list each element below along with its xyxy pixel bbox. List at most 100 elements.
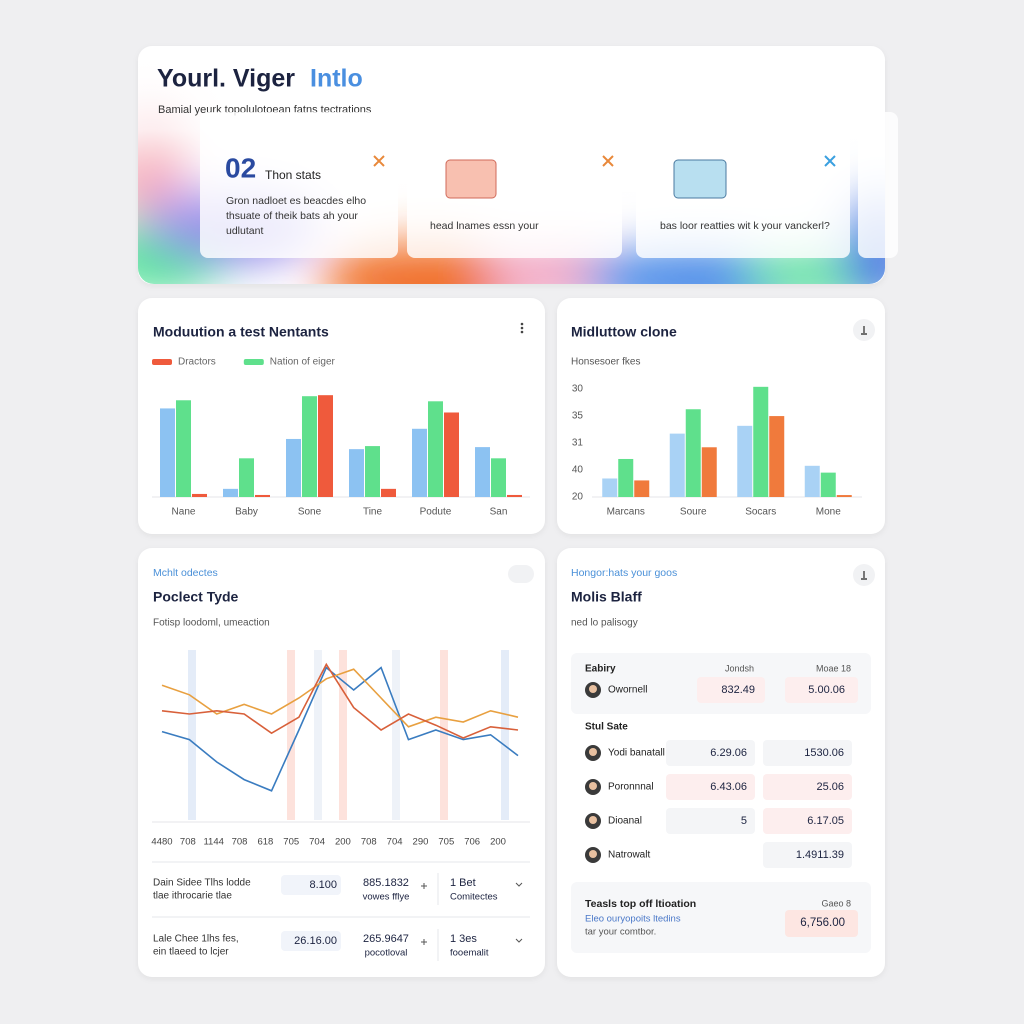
chart-title: Moduution a test Nentants [153, 324, 329, 340]
info-card [636, 112, 850, 258]
highlight-band [339, 650, 347, 820]
bar [820, 472, 836, 497]
bar [602, 478, 618, 497]
x-tick-label: Baby [235, 507, 258, 518]
chart-subtitle: Fotisp loodoml, umeaction [153, 618, 270, 629]
legend-label: Dractors [178, 357, 216, 368]
cell-value: 832.49 [721, 684, 755, 696]
bar [753, 386, 769, 497]
value-pill [666, 774, 755, 800]
value-pill [697, 677, 765, 703]
value-pill [281, 931, 341, 951]
card-text: bas loor reatties wit k your vanckerl? [660, 220, 830, 232]
x-tick-label: 708 [361, 837, 377, 848]
cell-value: 1530.06 [804, 747, 844, 759]
row-stat: pocotloval [365, 948, 408, 959]
bar [737, 425, 753, 497]
value-pill [666, 740, 755, 766]
avatar-face [589, 850, 597, 858]
legend-swatch [243, 359, 264, 365]
x-tick-label: 618 [257, 837, 273, 848]
bar [176, 400, 191, 497]
row-name: Dioanal [608, 816, 642, 827]
line-series [161, 666, 519, 792]
y-axis-label: 40 [572, 465, 584, 476]
x-tick-label: 705 [283, 837, 299, 848]
cell-value: 5 [741, 815, 747, 827]
column-header: Eabiry [585, 664, 616, 675]
row-text: Lale Chee 1lhs fes, [153, 934, 239, 945]
chart-pretitle: Mchlt odectes [153, 567, 218, 579]
bar [192, 493, 207, 497]
bar [444, 412, 459, 497]
row-name: Poronnnal [608, 782, 654, 793]
close-icon[interactable] [824, 155, 836, 167]
value-pill [763, 740, 852, 766]
bar [507, 494, 522, 497]
bar [318, 395, 333, 497]
line-series [161, 662, 519, 739]
highlight-band [188, 650, 196, 820]
legend-label: Nation of eiger [270, 357, 336, 368]
legend-swatch [152, 359, 172, 365]
card-text: head lnames essn your [430, 220, 539, 232]
close-icon[interactable] [373, 155, 385, 167]
x-tick-label: Nane [172, 507, 196, 518]
bar [491, 458, 506, 497]
x-tick-label: Socars [745, 507, 776, 518]
value-pill [785, 910, 858, 937]
row-count: fooemalit [450, 948, 489, 959]
chart-title: Poclect Tyde [153, 589, 239, 605]
bar [701, 447, 717, 497]
icon-glyph [861, 571, 867, 580]
avatar-face [589, 748, 597, 756]
chevron-icon[interactable] [515, 938, 523, 943]
x-tick-label: 200 [490, 837, 506, 848]
info-card [407, 112, 622, 258]
bar [365, 446, 380, 497]
row-text: tlae ithrocarie tlae [153, 891, 232, 902]
bar [255, 494, 270, 497]
x-tick-label: 704 [309, 837, 325, 848]
filter-button[interactable] [508, 565, 534, 583]
row-value: 8.100 [309, 879, 337, 891]
menu-icon [520, 322, 524, 326]
cell-value: 6.43.06 [710, 781, 747, 793]
card-text: Gron nadloet es beacdes elho [226, 195, 366, 207]
panel-title: Molis Blaff [571, 589, 642, 605]
bar [475, 447, 490, 497]
row-name: Natrowalt [608, 850, 650, 861]
chart-subtitle: Honsesoer fkes [571, 357, 640, 368]
info-card [858, 112, 898, 258]
footer-title: Teasls top off ltioation [585, 898, 696, 910]
value-pill [281, 875, 341, 895]
chevron-icon[interactable] [515, 882, 523, 887]
close-icon[interactable] [602, 155, 614, 167]
value-pill [785, 677, 858, 703]
bar [160, 408, 175, 497]
x-tick-label: 704 [387, 837, 403, 848]
row-name: Owornell [608, 685, 647, 696]
card-text: udlutant [226, 225, 263, 237]
cell-value: 5.00.06 [808, 684, 845, 696]
x-tick-label: Podute [420, 507, 452, 518]
card-text: thsuate of theik bats ah your [226, 210, 358, 222]
bar [286, 438, 301, 497]
y-axis-label: 35 [572, 411, 584, 422]
bar [223, 488, 238, 497]
row-count: Comitectes [450, 892, 498, 903]
value-pill [763, 808, 852, 834]
row-value: 26.16.00 [294, 935, 337, 947]
x-tick-label: 708 [232, 837, 248, 848]
stat-label: Thon stats [265, 168, 321, 182]
card-illustration [673, 159, 727, 199]
row-count: 1 3es [450, 933, 477, 945]
x-tick-label: 200 [335, 837, 351, 848]
x-tick-label: Marcans [607, 507, 645, 518]
highlight-band [440, 650, 448, 820]
x-tick-label: Soure [680, 507, 707, 518]
card [557, 298, 885, 534]
menu-icon [520, 330, 524, 334]
panel-subtitle: ned lo palisogy [571, 618, 638, 629]
